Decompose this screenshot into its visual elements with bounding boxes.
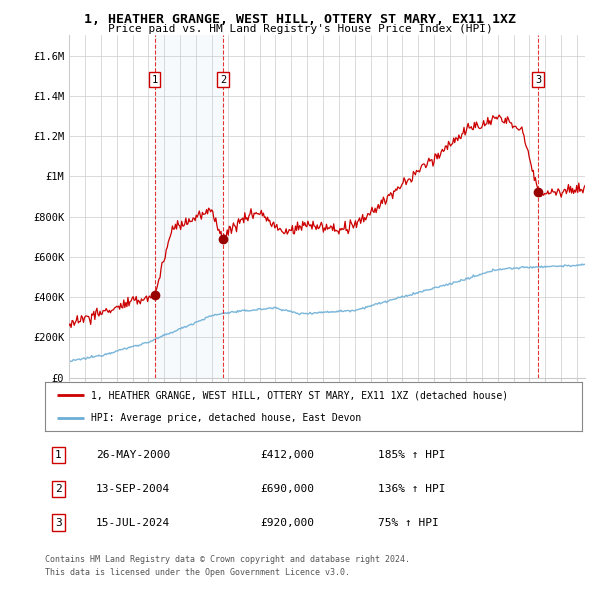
Text: £412,000: £412,000 xyxy=(260,450,314,460)
Text: HPI: Average price, detached house, East Devon: HPI: Average price, detached house, East… xyxy=(91,412,361,422)
Text: 1, HEATHER GRANGE, WEST HILL, OTTERY ST MARY, EX11 1XZ: 1, HEATHER GRANGE, WEST HILL, OTTERY ST … xyxy=(84,13,516,26)
Bar xyxy=(155,35,223,378)
Text: £920,000: £920,000 xyxy=(260,517,314,527)
Text: Contains HM Land Registry data © Crown copyright and database right 2024.: Contains HM Land Registry data © Crown c… xyxy=(45,555,410,563)
Text: 3: 3 xyxy=(55,517,62,527)
Text: 1, HEATHER GRANGE, WEST HILL, OTTERY ST MARY, EX11 1XZ (detached house): 1, HEATHER GRANGE, WEST HILL, OTTERY ST … xyxy=(91,391,508,401)
Text: £690,000: £690,000 xyxy=(260,484,314,494)
Text: 1: 1 xyxy=(152,75,158,85)
Bar xyxy=(538,35,585,378)
Text: 136% ↑ HPI: 136% ↑ HPI xyxy=(378,484,445,494)
Text: 15-JUL-2024: 15-JUL-2024 xyxy=(96,517,170,527)
Text: 3: 3 xyxy=(535,75,541,85)
Text: Price paid vs. HM Land Registry's House Price Index (HPI): Price paid vs. HM Land Registry's House … xyxy=(107,24,493,34)
Text: This data is licensed under the Open Government Licence v3.0.: This data is licensed under the Open Gov… xyxy=(45,568,350,576)
Text: 1: 1 xyxy=(55,450,62,460)
Text: 185% ↑ HPI: 185% ↑ HPI xyxy=(378,450,445,460)
Text: 13-SEP-2004: 13-SEP-2004 xyxy=(96,484,170,494)
Text: 2: 2 xyxy=(220,75,226,85)
Text: 26-MAY-2000: 26-MAY-2000 xyxy=(96,450,170,460)
Text: 75% ↑ HPI: 75% ↑ HPI xyxy=(378,517,439,527)
Text: 2: 2 xyxy=(55,484,62,494)
